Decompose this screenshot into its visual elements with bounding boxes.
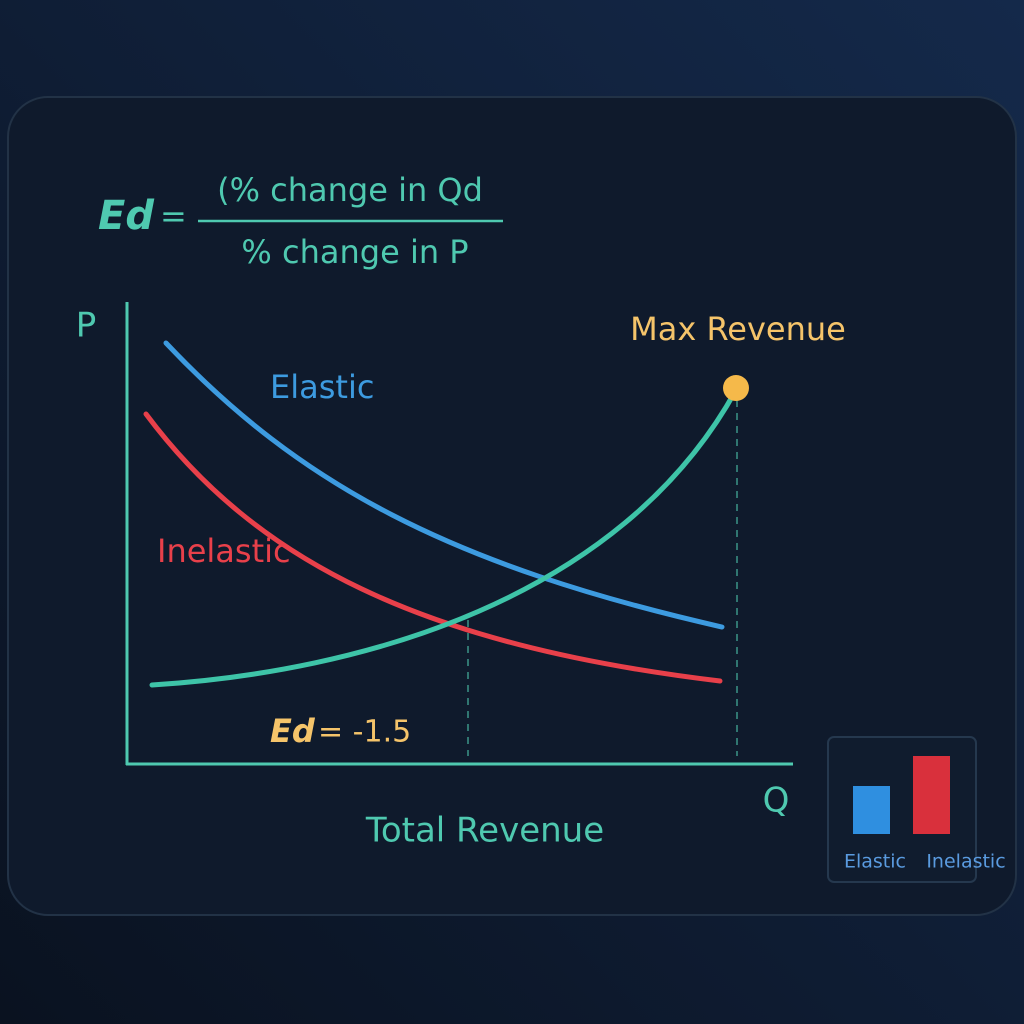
inelastic-curve [143, 411, 723, 684]
formula-lhs: Ed [98, 193, 154, 239]
mini-label: Elastic [844, 851, 906, 873]
card [7, 96, 1017, 916]
max-revenue-label: Max Revenue [630, 310, 846, 348]
y-axis-label: P [76, 306, 97, 346]
x-axis-label: Q [763, 781, 790, 821]
formula-numerator: (% change in Qd [217, 171, 483, 209]
mini-label: Inelastic [926, 851, 1005, 873]
formula-equals: = [160, 197, 187, 235]
caption: Total Revenue [365, 811, 604, 851]
elastic-curve [163, 340, 725, 630]
revenue-curve [149, 387, 739, 688]
elastic-label: Elastic [270, 368, 374, 406]
annotation-value: = -1.5 [318, 715, 411, 750]
max-revenue-point [723, 375, 749, 401]
inelastic-label: Inelastic [157, 532, 291, 570]
mini-bar [853, 786, 890, 834]
formula-denominator: % change in P [241, 233, 468, 271]
annotation-var: Ed [270, 712, 316, 750]
mini-bar [913, 756, 950, 834]
